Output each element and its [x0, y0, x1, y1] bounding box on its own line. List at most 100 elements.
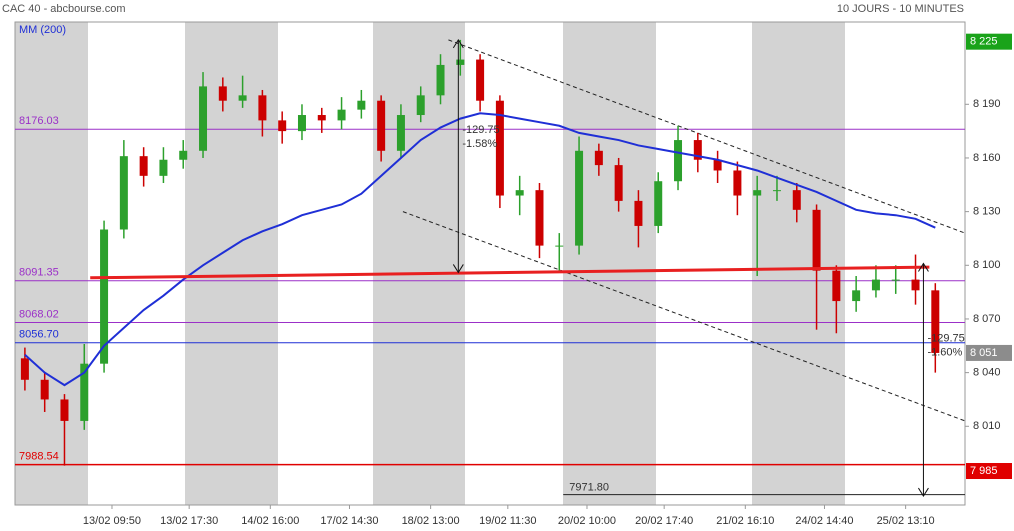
level-label: 8056.70 — [19, 329, 59, 341]
candle-body — [693, 140, 702, 160]
day-band — [185, 22, 278, 505]
level-label: 8176.03 — [19, 115, 59, 127]
candle-body — [713, 159, 722, 171]
arrow-head — [918, 262, 929, 272]
x-tick-label: 19/02 11:30 — [479, 515, 536, 527]
price-marker — [966, 344, 1012, 361]
price-marker-label: 8 051 — [970, 347, 998, 359]
x-tick-label: 14/02 16:00 — [241, 515, 299, 527]
x-tick-label: 13/02 09:50 — [83, 515, 141, 527]
candle-body — [772, 190, 781, 192]
candle-body — [654, 181, 663, 226]
candle-body — [218, 86, 227, 101]
candle-body — [812, 209, 821, 271]
x-tick-label: 21/02 16:10 — [716, 515, 774, 527]
x-tick-label: 24/02 14:40 — [795, 515, 853, 527]
y-tick-label: 8 160 — [973, 152, 1001, 164]
candle-body — [456, 59, 465, 65]
candle-body — [40, 379, 49, 400]
x-tick-label: 20/02 17:40 — [635, 515, 693, 527]
candle-body — [337, 109, 346, 121]
candle-body — [614, 165, 623, 201]
candle-body — [20, 358, 29, 380]
candle-body — [357, 100, 366, 110]
move-change: -129.75 — [462, 124, 499, 136]
plot-frame — [14, 21, 966, 506]
x-tick-label: 18/02 13:00 — [402, 515, 460, 527]
x-tick-label: 20/02 10:00 — [558, 515, 616, 527]
candle-body — [832, 270, 841, 302]
candle-body — [238, 95, 247, 101]
y-tick-label: 8 040 — [973, 367, 1001, 379]
candle-body — [377, 100, 386, 151]
candle-body — [515, 190, 524, 196]
candle-body — [297, 115, 306, 132]
candle-body — [852, 290, 861, 302]
candle-body — [792, 190, 801, 210]
moving-average — [24, 112, 936, 387]
arrow-head — [452, 38, 464, 49]
level-label: 8068.02 — [19, 308, 59, 320]
candle-body — [436, 64, 445, 96]
chart-subtitle: 10 JOURS - 10 MINUTES — [837, 3, 964, 15]
candle-body — [911, 279, 920, 291]
candle-body — [119, 156, 128, 230]
candle-body — [159, 159, 168, 176]
level-label: 8091.35 — [19, 267, 59, 279]
price-marker — [966, 33, 1012, 50]
candle-body — [416, 95, 425, 116]
day-band — [15, 22, 88, 505]
candle-body — [278, 120, 287, 132]
candle-body — [733, 170, 742, 196]
x-tick-label: 13/02 17:30 — [160, 515, 218, 527]
candle-body — [100, 229, 109, 364]
y-tick-label: 8 130 — [973, 206, 1001, 218]
move-change: -129.75 — [927, 332, 964, 344]
day-band — [752, 22, 845, 505]
candle-body — [594, 150, 603, 166]
price-marker — [966, 463, 1012, 480]
candle-body — [931, 290, 940, 353]
candle-body — [258, 95, 267, 121]
candle-body — [317, 115, 326, 121]
day-band — [373, 22, 465, 505]
candles — [20, 39, 940, 466]
target-label: 7971.80 — [569, 482, 609, 494]
candle-body — [871, 279, 880, 291]
channel-line — [402, 211, 966, 422]
y-tick-label: 8 190 — [973, 98, 1001, 110]
candle-body — [674, 140, 683, 182]
candle-body — [891, 279, 900, 281]
move-percent: -1.58% — [462, 138, 497, 150]
chart-title: CAC 40 - abcbourse.com — [2, 3, 126, 15]
arrow-head — [918, 487, 929, 497]
candle-body — [396, 115, 405, 151]
level-label: 7988.54 — [19, 451, 59, 463]
channel-line — [448, 39, 966, 234]
move-percent: -1.60% — [927, 346, 962, 358]
candle-body — [476, 59, 485, 101]
candle-body — [199, 86, 208, 151]
y-tick-label: 8 070 — [973, 313, 1001, 325]
y-tick-label: 8 100 — [973, 259, 1001, 271]
candle-body — [753, 190, 762, 196]
candle-body — [634, 200, 643, 226]
candle-body — [535, 190, 544, 246]
arrow-head — [452, 264, 464, 274]
candle-body — [179, 150, 188, 160]
legend-entry: MM (200) — [19, 24, 66, 36]
y-tick-label: 8 010 — [973, 420, 1001, 432]
candle-body — [555, 245, 564, 247]
candle-body — [80, 363, 89, 421]
price-marker-label: 8 225 — [970, 36, 998, 48]
candle-body — [575, 150, 584, 246]
candle-body — [495, 100, 504, 196]
candle-body — [139, 156, 148, 176]
candle-body — [60, 399, 69, 421]
x-tick-label: 25/02 13:10 — [877, 515, 935, 527]
x-tick-label: 17/02 14:30 — [320, 515, 378, 527]
price-marker-label: 7 985 — [970, 465, 998, 477]
day-band — [563, 22, 656, 505]
